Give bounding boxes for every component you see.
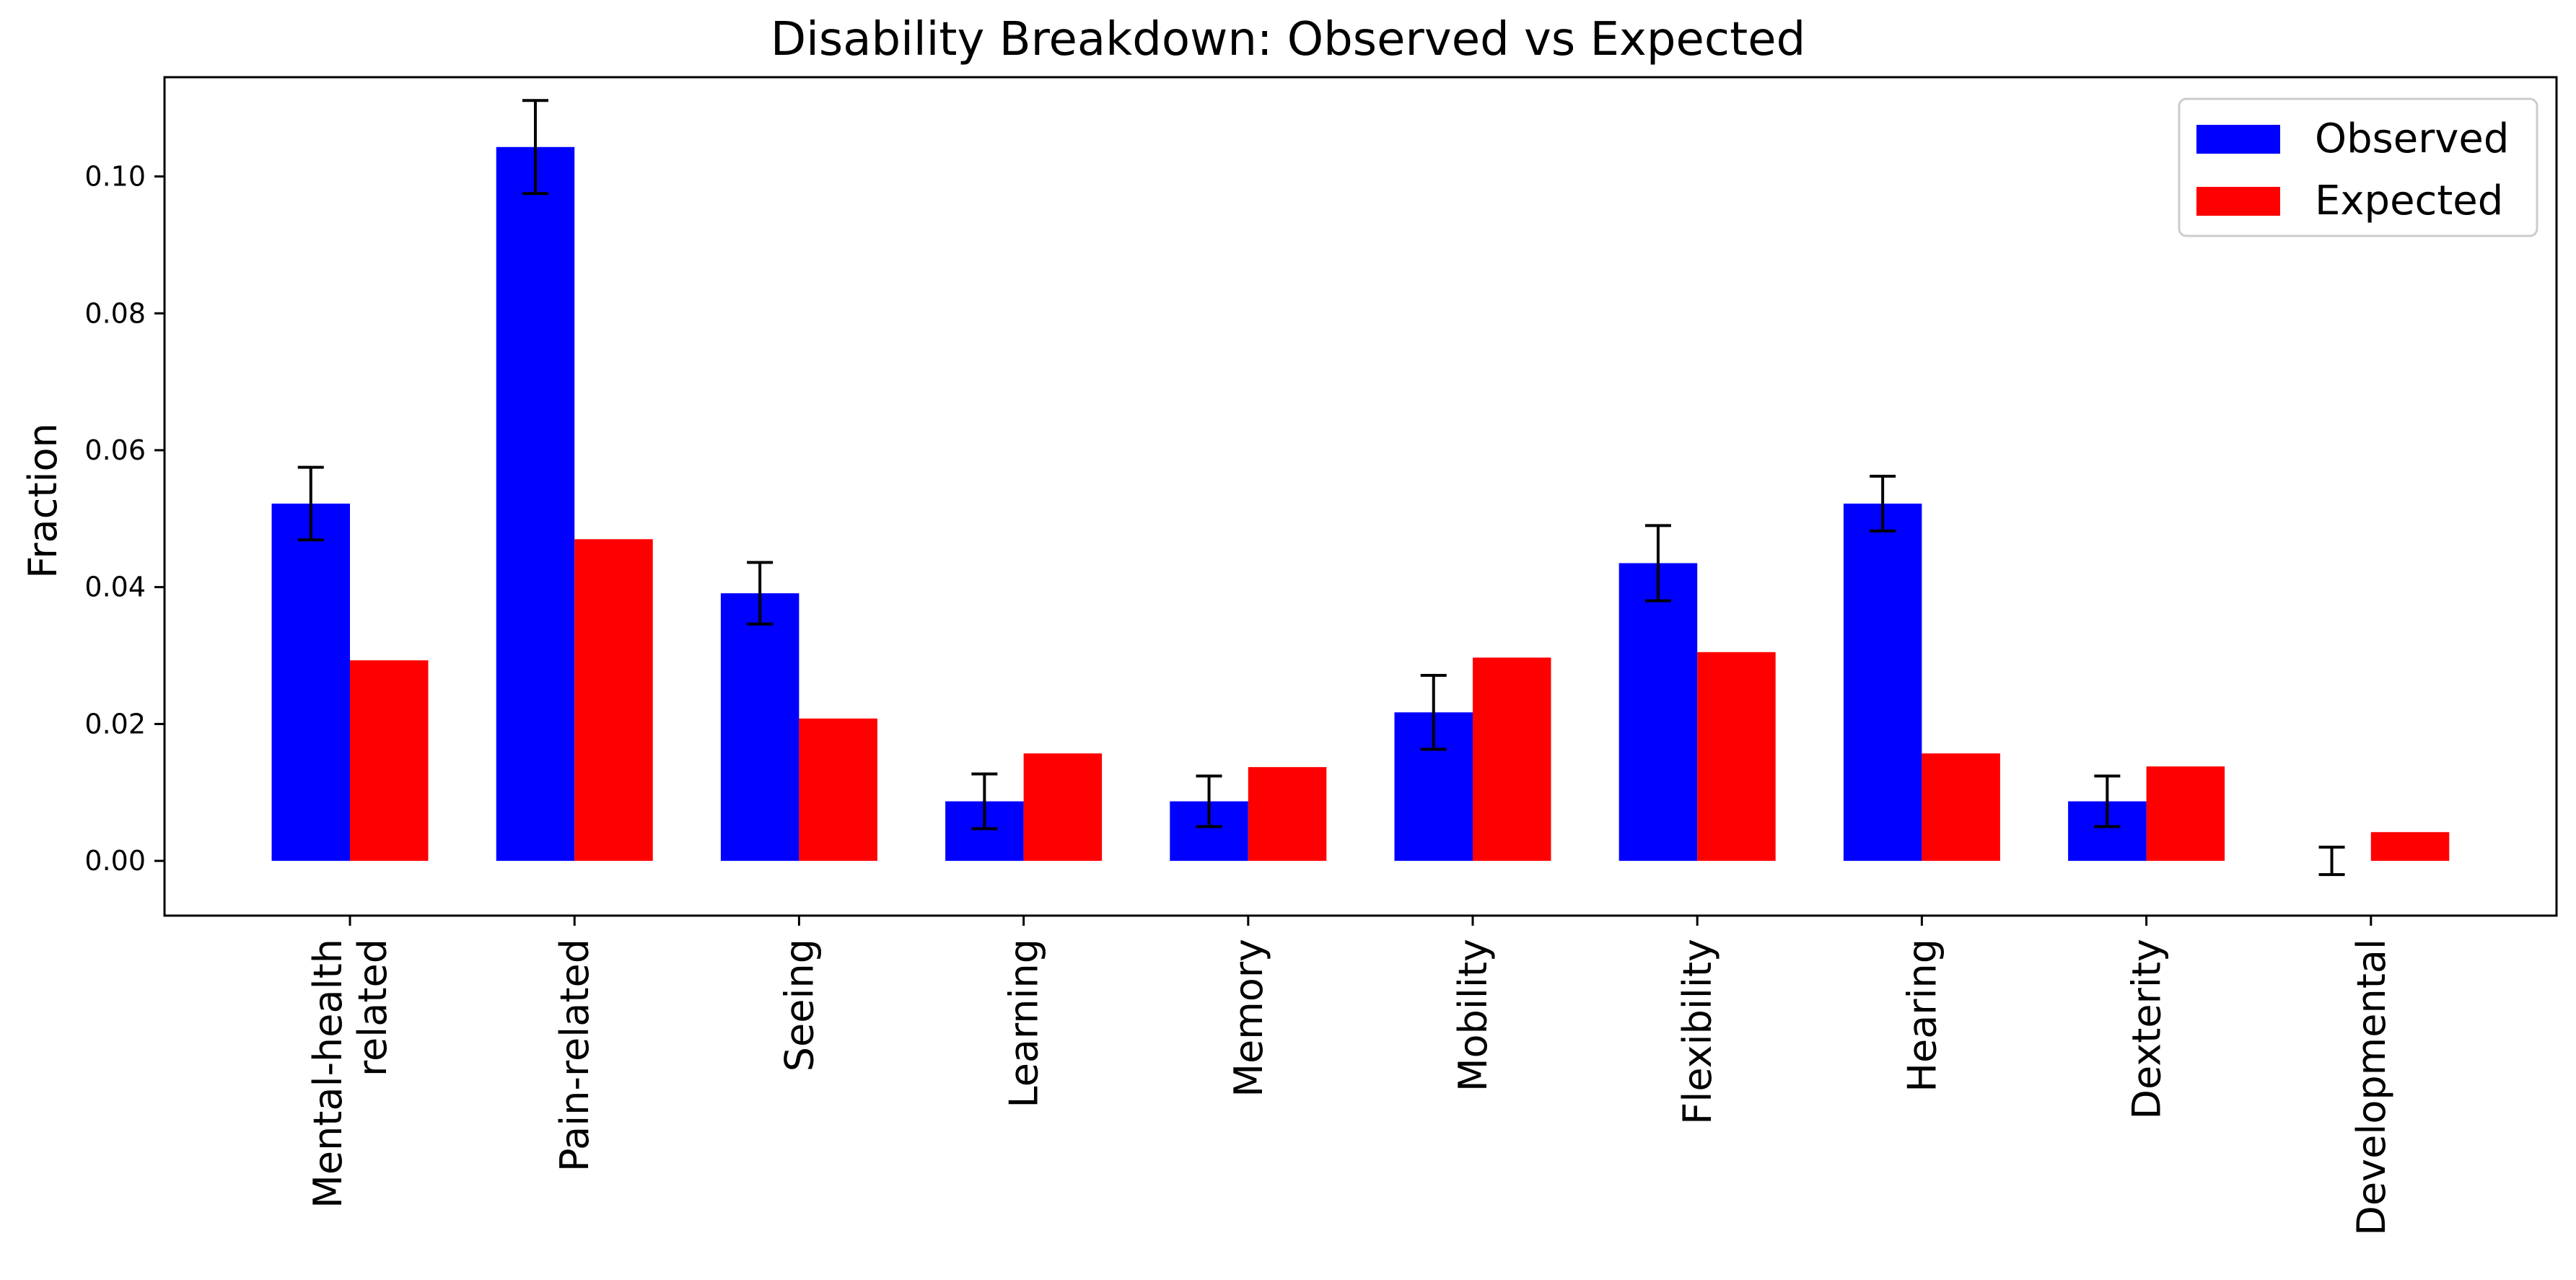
x-tick-label-group: Memory bbox=[1226, 939, 1271, 1097]
x-tick-label: Learning bbox=[1002, 939, 1047, 1108]
x-tick-label-group: Dexterity bbox=[2124, 939, 2170, 1120]
y-tick-label: 0.08 bbox=[84, 297, 146, 329]
legend: Observed Expected bbox=[2178, 97, 2538, 237]
x-tick-label-line: Hearing bbox=[1899, 939, 1945, 1092]
y-tick-label: 0.04 bbox=[84, 571, 146, 603]
x-tick-label-group: Learning bbox=[1002, 939, 1047, 1108]
x-tick-label-line: Developmental bbox=[2349, 939, 2394, 1236]
x-tick-label-group: Hearing bbox=[1899, 939, 1945, 1092]
x-tick-label: Developmental bbox=[2349, 939, 2394, 1236]
bar-observed bbox=[1843, 503, 1922, 862]
x-tick-label: Dexterity bbox=[2124, 939, 2170, 1120]
x-tick-label: Seeing bbox=[776, 939, 822, 1071]
x-tick-label-group: Developmental bbox=[2349, 939, 2394, 1236]
legend-swatch-observed bbox=[2196, 125, 2280, 154]
bar-expected bbox=[799, 718, 877, 862]
x-tick-label-line: Memory bbox=[1226, 939, 1271, 1097]
bar-expected bbox=[574, 539, 653, 862]
x-tick-label-line: Pain-related bbox=[552, 939, 597, 1172]
bar-expected bbox=[1697, 652, 1776, 862]
x-tick-label-group: Seeing bbox=[776, 939, 822, 1071]
bar-observed bbox=[271, 503, 350, 862]
bar-observed bbox=[1618, 563, 1698, 862]
bar-expected bbox=[1922, 753, 2000, 862]
bar-observed bbox=[720, 593, 799, 862]
x-tick-label-line: related bbox=[350, 939, 395, 1077]
legend-swatch-expected bbox=[2196, 187, 2280, 216]
y-axis-label: Fraction bbox=[20, 423, 66, 579]
x-tick-label-line: Learning bbox=[1002, 939, 1047, 1108]
x-tick-label-line: Flexibility bbox=[1675, 939, 1720, 1125]
x-tick-label-group: Mental-healthrelated bbox=[305, 939, 395, 1209]
bar-expected bbox=[1473, 657, 1551, 862]
x-tick-label-group: Mobility bbox=[1450, 939, 1496, 1092]
x-tick-label: Pain-related bbox=[552, 939, 597, 1172]
bar-expected bbox=[1023, 753, 1103, 862]
bar-expected bbox=[1248, 767, 1327, 862]
x-tick-label-group: Pain-related bbox=[552, 939, 597, 1172]
x-tick-label-line: Mobility bbox=[1450, 939, 1496, 1092]
x-tick-label-group: Flexibility bbox=[1675, 939, 1720, 1125]
plot-area: 0.00 0.02 0.04 0.06 0.08 0.10 Mental-healthrel… bbox=[84, 99, 2450, 1236]
y-tick-label: 0.02 bbox=[84, 708, 146, 740]
x-tick-label: Mobility bbox=[1450, 939, 1496, 1092]
x-tick-label: Flexibility bbox=[1675, 939, 1720, 1125]
bar-expected bbox=[2370, 832, 2450, 862]
x-tick-label: Memory bbox=[1226, 939, 1271, 1097]
x-tick-label: Mental-healthrelated bbox=[305, 939, 395, 1209]
bar-expected bbox=[2146, 766, 2225, 862]
bar-observed bbox=[496, 146, 575, 862]
x-tick-label-line: Dexterity bbox=[2124, 939, 2170, 1120]
legend-label-observed: Observed bbox=[2315, 115, 2509, 162]
plot-frame bbox=[163, 76, 2558, 917]
chart-title: Disability Breakdown: Observed vs Expect… bbox=[771, 13, 1805, 66]
y-tick-label: 0.06 bbox=[84, 434, 146, 466]
y-tick-label: 0.10 bbox=[84, 161, 146, 193]
x-tick-label-line: Mental-health bbox=[305, 939, 351, 1209]
legend-label-expected: Expected bbox=[2315, 177, 2503, 224]
x-tick-label-line: Seeing bbox=[776, 939, 822, 1071]
y-tick-label: 0.00 bbox=[84, 845, 146, 877]
x-tick-label: Hearing bbox=[1899, 939, 1945, 1092]
bar-expected bbox=[350, 660, 429, 862]
